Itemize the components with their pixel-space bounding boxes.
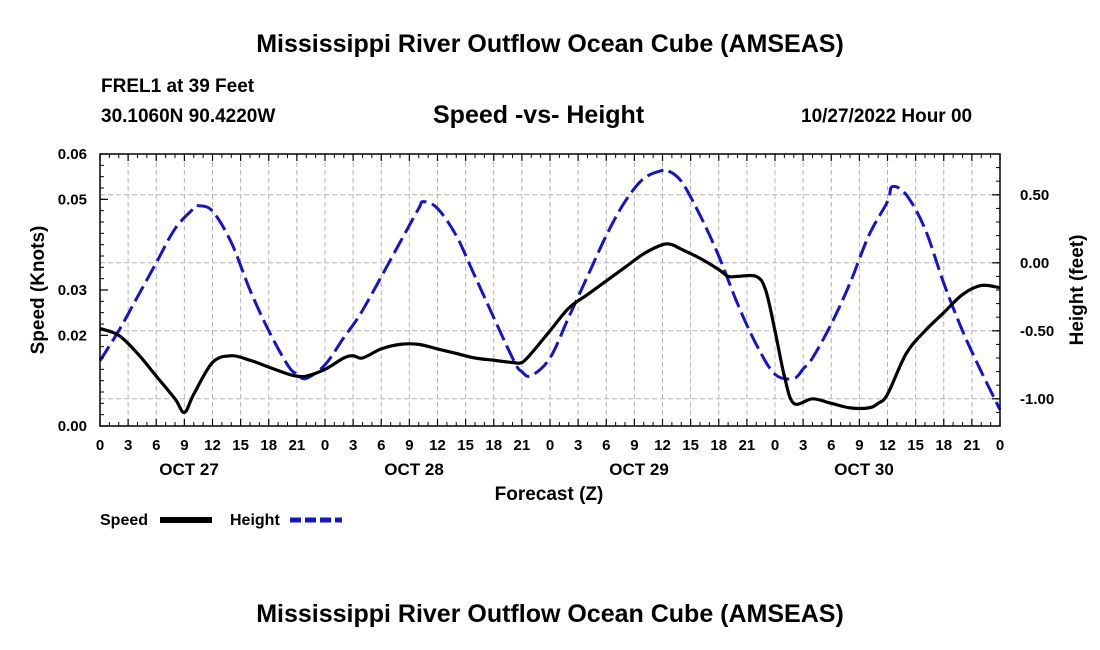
y2-tick-label: -0.50 [1020, 323, 1054, 340]
date-label: OCT 29 [609, 460, 669, 479]
x-tick-label: 6 [152, 437, 160, 454]
y2-tick-label: 0.00 [1020, 255, 1049, 272]
x-tick-label: 0 [996, 437, 1004, 454]
x-tick-label: 6 [377, 437, 385, 454]
x-tick-label: 3 [349, 437, 357, 454]
x-tick-label: 3 [124, 437, 132, 454]
y-tick-label: 0.02 [58, 327, 87, 344]
x-tick-label: 21 [514, 437, 531, 454]
legend-height-label: Height [230, 512, 280, 529]
x-tick-label: 12 [879, 437, 896, 454]
legend-speed-label: Speed [100, 512, 148, 529]
speed-series-line [99, 242, 1001, 414]
x-tick-label: 18 [935, 437, 952, 454]
x-tick-label: 6 [602, 437, 610, 454]
x-tick-label: 12 [204, 437, 221, 454]
y-tick-label: 0.03 [58, 282, 87, 299]
x-tick-label: 9 [405, 437, 413, 454]
legend: Speed Height [100, 512, 342, 529]
x-tick-label: 15 [232, 437, 249, 454]
x-tick-label: 21 [289, 437, 306, 454]
y2-tick-label: 0.50 [1020, 187, 1049, 204]
x-tick-label: 18 [485, 437, 502, 454]
y-axis-title: Speed (Knots) [28, 226, 49, 355]
x-tick-label: 15 [682, 437, 699, 454]
x-tick-label: 18 [260, 437, 277, 454]
x-tick-label: 3 [799, 437, 807, 454]
x-tick-label: 9 [855, 437, 863, 454]
x-tick-label: 0 [96, 437, 104, 454]
series-layer [98, 167, 1002, 414]
datetime-label: 10/27/2022 Hour 00 [801, 106, 973, 127]
page-title: Mississippi River Outflow Ocean Cube (AM… [256, 30, 844, 58]
x-tick-label: 3 [574, 437, 582, 454]
y2-tick-label: -1.00 [1020, 391, 1054, 408]
y-tick-label: 0.00 [58, 418, 87, 435]
y-tick-label: 0.06 [58, 146, 87, 163]
height-series-line [98, 167, 1002, 411]
date-label: OCT 30 [834, 460, 894, 479]
ticks [99, 153, 1001, 427]
x-tick-label: 9 [630, 437, 638, 454]
grid [100, 154, 1000, 426]
tick-labels: 0 3 6 9 12 15 18 21 0 3 6 9 12 15 18 21 0 3 6 9 12 15 18 21 0 3 6 9… [58, 146, 1054, 479]
x-tick-label: 0 [321, 437, 329, 454]
x-tick-label: 12 [654, 437, 671, 454]
x-tick-label: 15 [457, 437, 474, 454]
x-tick-label: 0 [771, 437, 779, 454]
x-tick-label: 0 [546, 437, 554, 454]
x-tick-label: 9 [180, 437, 188, 454]
x-tick-label: 15 [907, 437, 924, 454]
y2-axis-title: Height (feet) [1067, 235, 1088, 346]
date-label: OCT 27 [159, 460, 219, 479]
date-label: OCT 28 [384, 460, 444, 479]
x-tick-label: 12 [429, 437, 446, 454]
x-axis-title: Forecast (Z) [495, 484, 604, 505]
chart-subtitle: Speed -vs- Height [433, 101, 645, 129]
x-tick-label: 6 [827, 437, 835, 454]
x-tick-label: 21 [964, 437, 981, 454]
x-tick-label: 21 [739, 437, 756, 454]
station-label: FREL1 at 39 Feet [101, 76, 255, 97]
x-tick-label: 18 [710, 437, 727, 454]
page-title-bottom: Mississippi River Outflow Ocean Cube (AM… [256, 600, 844, 628]
y-tick-label: 0.05 [58, 191, 87, 208]
coordinates-label: 30.1060N 90.4220W [101, 106, 276, 127]
